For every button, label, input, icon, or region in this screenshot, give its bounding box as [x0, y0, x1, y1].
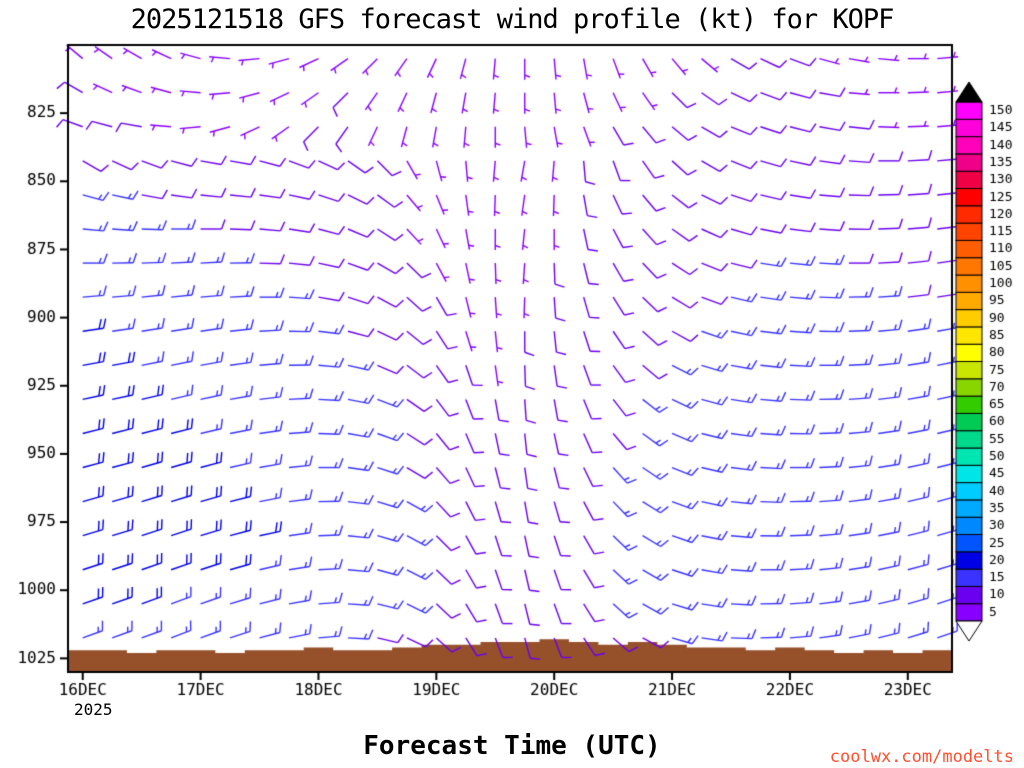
watermark-text: coolwx.com/modelts	[829, 747, 1014, 767]
x-axis-title: Forecast Time (UTC)	[363, 731, 661, 761]
x-axis-year-label: 2025	[74, 700, 113, 719]
chart-title: 2025121518 GFS forecast wind profile (kt…	[130, 4, 895, 35]
